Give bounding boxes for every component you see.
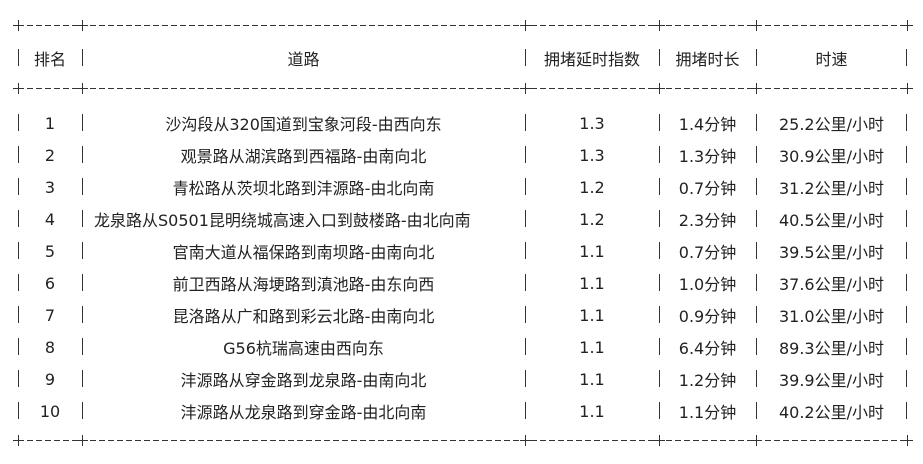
cell-speed: 30.9公里/小时 <box>756 143 907 167</box>
cell-rank: 8 <box>18 335 82 359</box>
cell-rank: 5 <box>18 239 82 263</box>
table-row: 3 青松路从茨坝北路到沣源路-由北向南 1.2 0.7分钟 31.2公里/小时 <box>18 175 907 199</box>
table-row: 5 官南大道从福保路到南坝路-由南向北 1.1 0.7分钟 39.5公里/小时 <box>18 239 907 263</box>
header-congestion-duration: 拥堵时长 <box>659 46 756 70</box>
cell-rank: 6 <box>18 271 82 295</box>
cell-speed: 40.2公里/小时 <box>756 399 907 423</box>
cell-speed: 39.5公里/小时 <box>756 239 907 263</box>
table-row: 8 G56杭瑞高速由西向东 1.1 6.4分钟 89.3公里/小时 <box>18 335 907 359</box>
header-delay-index: 拥堵延时指数 <box>525 46 659 70</box>
table-row: 10 沣源路从龙泉路到穿金路-由北向南 1.1 1.1分钟 40.2公里/小时 <box>18 399 907 423</box>
cell-rank: 10 <box>18 399 82 423</box>
cell-congestion-duration: 1.2分钟 <box>659 367 756 391</box>
header-speed: 时速 <box>756 46 907 70</box>
cell-road: 昆洛路从广和路到彩云北路-由南向北 <box>82 303 525 327</box>
cell-speed: 31.0公里/小时 <box>756 303 907 327</box>
cell-road: 青松路从茨坝北路到沣源路-由北向南 <box>82 175 525 199</box>
cell-road: 龙泉路从S0501昆明绕城高速入口到鼓楼路-由北向南 <box>82 207 525 231</box>
cell-congestion-duration: 1.1分钟 <box>659 399 756 423</box>
header-row: 排名 道路 拥堵延时指数 拥堵时长 时速 <box>18 46 907 70</box>
cell-road: 官南大道从福保路到南坝路-由南向北 <box>82 239 525 263</box>
cell-congestion-duration: 2.3分钟 <box>659 207 756 231</box>
table-separator <box>13 83 913 94</box>
header-road: 道路 <box>82 46 525 70</box>
cell-rank: 3 <box>18 175 82 199</box>
cell-speed: 25.2公里/小时 <box>756 111 907 135</box>
cell-rank: 4 <box>18 207 82 231</box>
cell-delay-index: 1.1 <box>525 367 659 391</box>
table-row: 1 沙沟段从320国道到宝象河段-由西向东 1.3 1.4分钟 25.2公里/小时 <box>18 111 907 135</box>
cell-congestion-duration: 6.4分钟 <box>659 335 756 359</box>
table-row: 7 昆洛路从广和路到彩云北路-由南向北 1.1 0.9分钟 31.0公里/小时 <box>18 303 907 327</box>
header-rank: 排名 <box>18 46 82 70</box>
cell-road: 前卫西路从海埂路到滇池路-由东向西 <box>82 271 525 295</box>
cell-congestion-duration: 1.3分钟 <box>659 143 756 167</box>
cell-delay-index: 1.1 <box>525 335 659 359</box>
cell-congestion-duration: 1.0分钟 <box>659 271 756 295</box>
cell-road: 观景路从湖滨路到西福路-由南向北 <box>82 143 525 167</box>
cell-road: 沙沟段从320国道到宝象河段-由西向东 <box>82 111 525 135</box>
cell-delay-index: 1.1 <box>525 399 659 423</box>
cell-speed: 89.3公里/小时 <box>756 335 907 359</box>
cell-rank: 2 <box>18 143 82 167</box>
cell-delay-index: 1.1 <box>525 271 659 295</box>
cell-speed: 37.6公里/小时 <box>756 271 907 295</box>
cell-speed: 31.2公里/小时 <box>756 175 907 199</box>
cell-rank: 9 <box>18 367 82 391</box>
table-row: 9 沣源路从穿金路到龙泉路-由南向北 1.1 1.2分钟 39.9公里/小时 <box>18 367 907 391</box>
cell-rank: 1 <box>18 111 82 135</box>
cell-road: 沣源路从穿金路到龙泉路-由南向北 <box>82 367 525 391</box>
table-row: 4 龙泉路从S0501昆明绕城高速入口到鼓楼路-由北向南 1.2 2.3分钟 40.5公… <box>18 207 907 231</box>
cell-delay-index: 1.1 <box>525 303 659 327</box>
cell-delay-index: 1.3 <box>525 143 659 167</box>
cell-congestion-duration: 0.9分钟 <box>659 303 756 327</box>
cell-speed: 39.9公里/小时 <box>756 367 907 391</box>
table-separator <box>13 435 913 446</box>
cell-rank: 7 <box>18 303 82 327</box>
cell-delay-index: 1.3 <box>525 111 659 135</box>
cell-delay-index: 1.2 <box>525 175 659 199</box>
table-row: 6 前卫西路从海埂路到滇池路-由东向西 1.1 1.0分钟 37.6公里/小时 <box>18 271 907 295</box>
cell-congestion-duration: 0.7分钟 <box>659 239 756 263</box>
cell-delay-index: 1.2 <box>525 207 659 231</box>
cell-road: G56杭瑞高速由西向东 <box>82 335 525 359</box>
cell-congestion-duration: 1.4分钟 <box>659 111 756 135</box>
cell-delay-index: 1.1 <box>525 239 659 263</box>
table-separator <box>13 20 913 31</box>
cell-congestion-duration: 0.7分钟 <box>659 175 756 199</box>
table-row: 2 观景路从湖滨路到西福路-由南向北 1.3 1.3分钟 30.9公里/小时 <box>18 143 907 167</box>
cell-road: 沣源路从龙泉路到穿金路-由北向南 <box>82 399 525 423</box>
cell-speed: 40.5公里/小时 <box>756 207 907 231</box>
